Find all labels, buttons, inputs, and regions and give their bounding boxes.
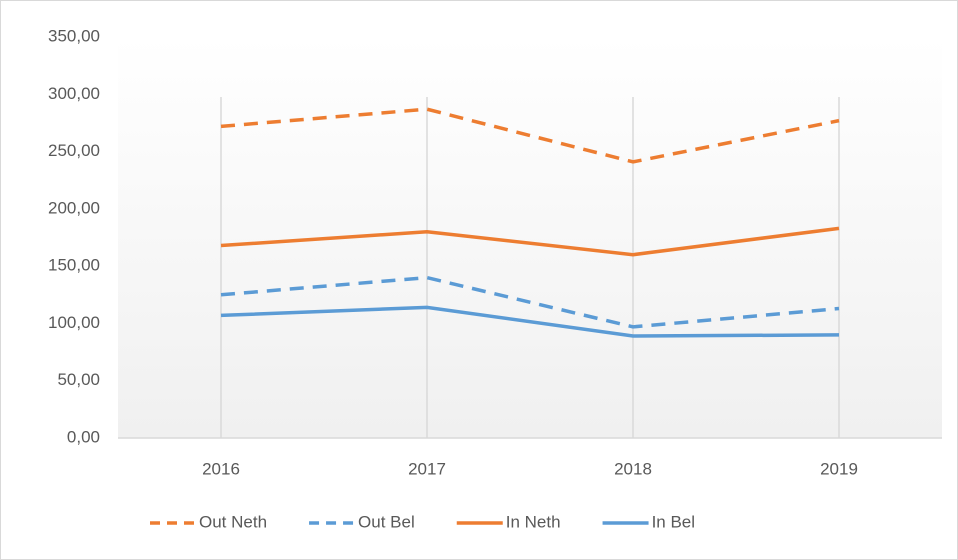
y-tick-label: 0,00 xyxy=(67,427,100,446)
x-tick-label: 2018 xyxy=(614,459,652,478)
y-tick-label: 350,00 xyxy=(48,26,100,45)
legend-label: In Bel xyxy=(652,512,695,531)
y-tick-label: 150,00 xyxy=(48,256,100,275)
series-line xyxy=(220,275,840,329)
y-tick-label: 200,00 xyxy=(48,198,100,217)
y-tick-label: 100,00 xyxy=(48,313,100,332)
legend-label: Out Bel xyxy=(358,512,415,531)
series-line xyxy=(220,226,840,257)
series-line xyxy=(220,107,840,164)
x-tick-label: 2019 xyxy=(820,459,858,478)
y-tick-label: 250,00 xyxy=(48,141,100,160)
plot-area xyxy=(118,37,942,438)
series-line xyxy=(220,305,840,338)
y-tick-label: 50,00 xyxy=(57,370,100,389)
x-tick-label: 2017 xyxy=(408,459,446,478)
x-tick-label: 2016 xyxy=(202,459,240,478)
legend-label: In Neth xyxy=(506,512,561,531)
legend-label: Out Neth xyxy=(199,512,267,531)
y-tick-label: 300,00 xyxy=(48,84,100,103)
